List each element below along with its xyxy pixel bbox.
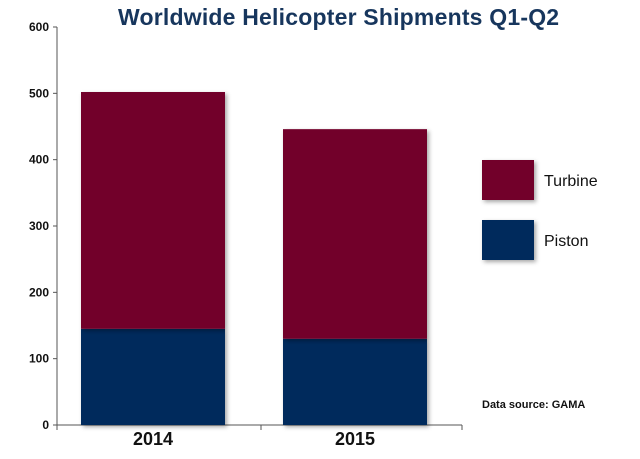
- bar-segment-turbine-2015: [283, 129, 427, 339]
- legend-swatch-piston: [482, 220, 534, 260]
- y-tick-label: 500: [29, 86, 49, 100]
- bars: [81, 92, 427, 425]
- chart-title: Worldwide Helicopter Shipments Q1-Q2: [118, 4, 560, 30]
- x-category-label: 2015: [335, 429, 375, 449]
- bar-segment-piston-2015: [283, 338, 427, 425]
- bar-segment-piston-2014: [81, 328, 225, 425]
- legend: Turbine Piston: [482, 160, 598, 260]
- y-tick-label: 600: [29, 20, 49, 34]
- y-tick-label: 400: [29, 153, 49, 167]
- y-tick-label: 100: [29, 352, 49, 366]
- axes: 0 100 200 300 400 500 600 2014 2015: [29, 20, 463, 449]
- data-source-note: Data source: GAMA: [482, 399, 586, 411]
- y-tick-label: 0: [42, 418, 49, 432]
- legend-label-piston: Piston: [544, 233, 588, 250]
- x-category-label: 2014: [133, 429, 173, 449]
- legend-swatch-turbine: [482, 160, 534, 200]
- y-tick-label: 200: [29, 285, 49, 299]
- legend-label-turbine: Turbine: [544, 173, 598, 190]
- bar-segment-turbine-2014: [81, 92, 225, 329]
- y-tick-label: 300: [29, 219, 49, 233]
